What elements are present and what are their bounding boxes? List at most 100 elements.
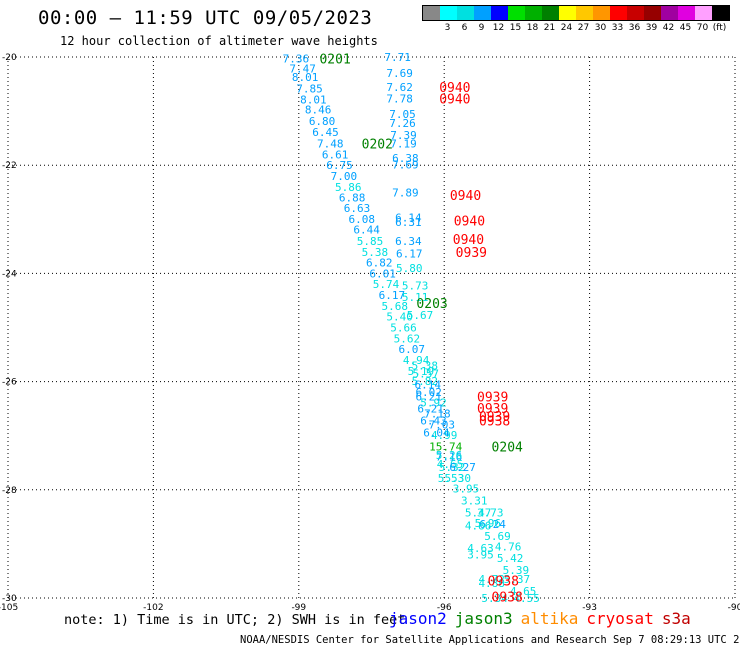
- wave-height-label: 6.75: [326, 159, 353, 172]
- wave-height-label: 4.86: [465, 520, 492, 533]
- wave-height-label: 7.05: [389, 108, 416, 121]
- wave-height-label: 3.95: [453, 483, 480, 496]
- legend-swatch: [695, 6, 712, 20]
- wave-height-label: 7.26: [389, 117, 416, 130]
- legend-swatch: [440, 6, 457, 20]
- credit-line: NOAA/NESDIS Center for Satellite Applica…: [240, 634, 740, 646]
- wave-height-label: 4.76: [495, 541, 522, 554]
- legend-swatch: [644, 6, 661, 20]
- wave-height-label: 5.40: [386, 311, 413, 324]
- wave-height-label: 5.62: [394, 332, 421, 345]
- wave-height-label: 5.38: [412, 359, 439, 372]
- wave-height-label: 5.86: [335, 181, 362, 194]
- legend-label: 36: [628, 23, 641, 33]
- legend-label: 15: [509, 23, 522, 33]
- legend-swatch: [491, 6, 508, 20]
- wave-height-label: 6.04: [423, 426, 450, 439]
- y-tick-label: -20: [2, 53, 17, 63]
- legend-label: 70: [696, 23, 709, 33]
- wave-height-label: 4.72: [478, 573, 505, 586]
- wave-height-label: 5.74: [373, 278, 400, 291]
- wave-height-label: 8.01: [300, 94, 327, 107]
- wave-height-label: 6.61: [322, 148, 349, 161]
- wave-height-label: 6.80: [309, 115, 336, 128]
- wave-height-label: 5.19: [408, 365, 435, 378]
- x-tick-label: -102: [143, 603, 163, 613]
- wave-height-label: 4.88: [478, 577, 505, 590]
- wave-height-label: 5.67: [407, 309, 434, 322]
- pass-time-label: 0939: [477, 391, 508, 406]
- wave-height-label: 3.31: [461, 495, 488, 508]
- legend-labels: 3 6 9 12 15 18 21 24 27 30 33 36 39 42 45 70 (ft): [422, 23, 730, 33]
- pass-time-label: 0938: [492, 590, 523, 605]
- wave-height-label: 8.46: [305, 103, 332, 116]
- wave-height-label: 5.80: [396, 262, 423, 275]
- wave-height-label: 6.21: [415, 391, 442, 404]
- satellite-name: s3a: [661, 609, 691, 628]
- pass-time-label: 0201: [319, 53, 350, 68]
- wave-height-label: 5.38: [362, 246, 389, 259]
- x-tick-label: -90: [728, 603, 740, 613]
- wave-height-label: 6.07: [398, 343, 425, 356]
- pass-time-label: 0940: [439, 93, 470, 108]
- wave-height-label: 7.69: [392, 159, 419, 172]
- wave-height-label: 6.17: [379, 289, 406, 302]
- satellite-name: jason2: [389, 609, 447, 628]
- pass-time-label: 0940: [453, 233, 484, 248]
- wave-height-label: 7.89: [392, 186, 419, 199]
- wave-height-label: 6.02: [415, 386, 442, 399]
- wave-height-label: 5.47: [465, 507, 492, 520]
- legend-swatch: [542, 6, 559, 20]
- legend-swatch: [678, 6, 695, 20]
- legend-swatch: [508, 6, 525, 20]
- wave-height-label: 7.62: [386, 81, 413, 94]
- wave-height-label: 4.65: [510, 585, 537, 598]
- wave-height-label: 5.26: [436, 449, 463, 462]
- wave-height-label: 5.57: [413, 367, 440, 380]
- y-tick-label: -28: [2, 486, 17, 496]
- pass-time-label: 0940: [454, 214, 485, 229]
- legend-swatch: [474, 6, 491, 20]
- legend-swatches: [422, 5, 730, 21]
- wave-height-label: 4.94: [403, 354, 430, 367]
- wave-height-label: 6.82: [366, 257, 393, 270]
- pass-time-label: 0940: [439, 81, 470, 96]
- legend-label: 42: [662, 23, 675, 33]
- wave-height-label: 6.31: [395, 216, 422, 229]
- legend-label: 6: [461, 23, 468, 33]
- wave-height-label: 5.37: [504, 573, 531, 586]
- wave-height-label: 7.03: [429, 418, 456, 431]
- wave-height-label: 6.38: [392, 152, 419, 165]
- x-tick-label: -93: [582, 603, 597, 613]
- wave-height-label: 6.01: [369, 267, 396, 280]
- x-tick-label: -105: [0, 603, 18, 613]
- wave-height-label: 7.19: [390, 138, 417, 151]
- wave-height-label: 6.34: [395, 235, 422, 248]
- legend-swatch: [559, 6, 576, 20]
- satellite-key: jason2 jason3 altika cryosat s3a: [389, 609, 699, 628]
- wave-height-label: 5.96: [475, 517, 502, 530]
- wave-height-label: 5.66: [390, 322, 417, 335]
- wave-height-label: 7.78: [386, 93, 413, 106]
- wave-height-label: 5.85: [357, 235, 384, 248]
- wave-height-label: 6.14: [414, 378, 441, 391]
- legend-label: 39: [645, 23, 658, 33]
- wave-height-label: 6.24: [479, 518, 506, 531]
- wave-height-label: 6.08: [349, 213, 376, 226]
- wave-height-label: 7.47: [289, 62, 316, 75]
- wave-height-label: 3.95: [467, 549, 494, 562]
- y-tick-label: -30: [2, 594, 17, 604]
- pass-time-label: 0940: [450, 189, 481, 204]
- wave-height-label: 7.39: [390, 129, 417, 142]
- x-tick-label: -96: [437, 603, 452, 613]
- legend-swatch: [610, 6, 627, 20]
- wave-height-label: 5.68: [382, 300, 409, 313]
- legend-label: 21: [543, 23, 556, 33]
- wave-height-label: 4.99: [431, 429, 458, 442]
- wave-height-label: 7.85: [296, 82, 323, 95]
- wave-height-label: 6.21: [417, 403, 444, 416]
- legend-swatch: [525, 6, 542, 20]
- satellite-name: jason3: [454, 609, 513, 628]
- wave-height-label: 5.69: [484, 530, 511, 543]
